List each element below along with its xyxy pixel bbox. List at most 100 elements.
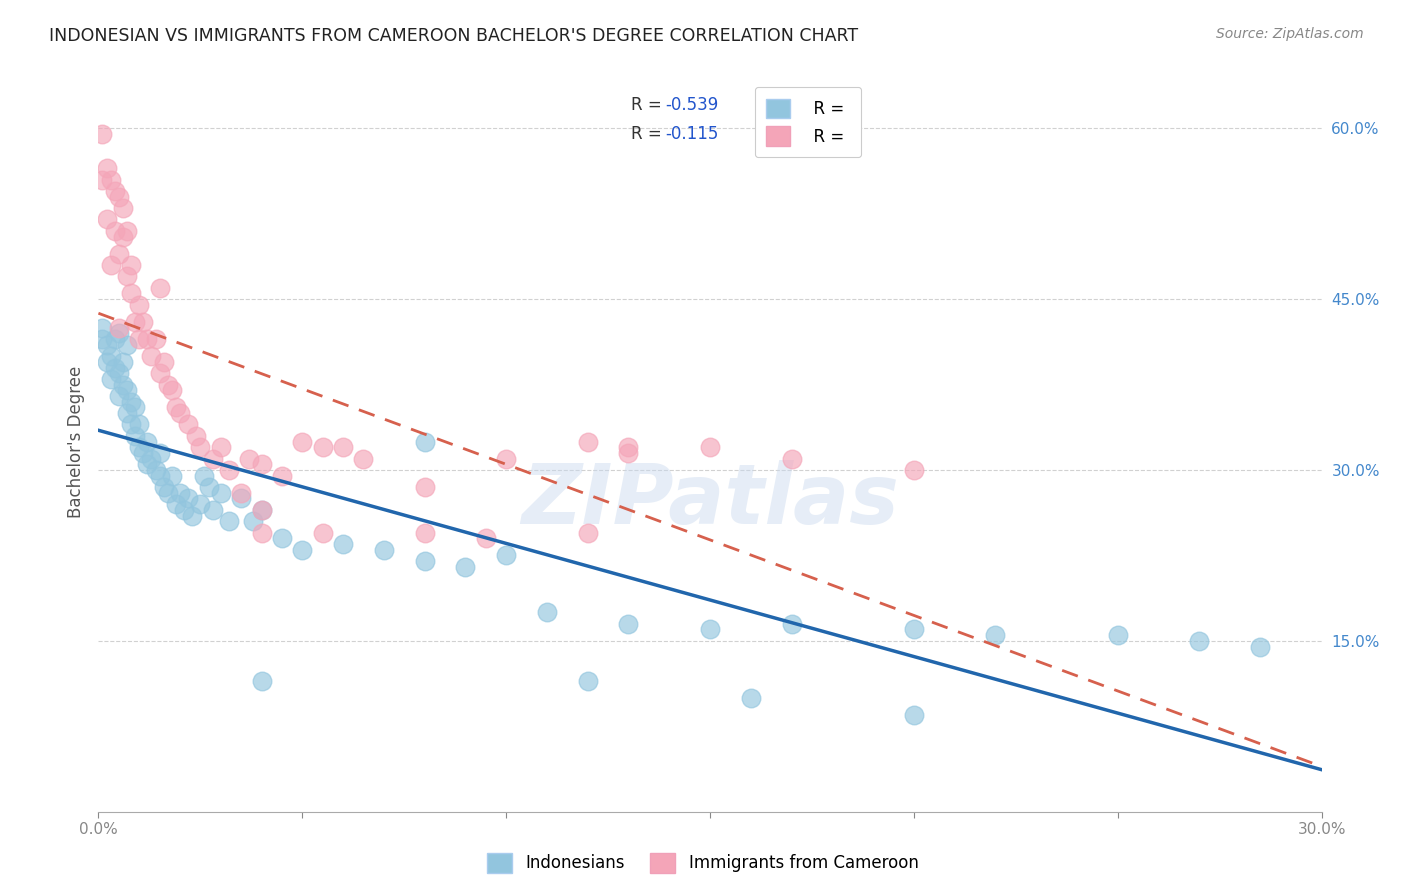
Point <box>160 468 183 483</box>
Point <box>536 606 558 620</box>
Point <box>91 127 114 141</box>
Point <box>128 332 150 346</box>
Point <box>250 458 273 472</box>
Point <box>91 320 114 334</box>
Point <box>108 389 131 403</box>
Point <box>104 332 127 346</box>
Point <box>141 451 163 466</box>
Point <box>903 623 925 637</box>
Point <box>699 623 721 637</box>
Point <box>115 269 138 284</box>
Point <box>495 549 517 563</box>
Text: R =: R = <box>630 125 666 144</box>
Point <box>160 384 183 398</box>
Point <box>149 281 172 295</box>
Y-axis label: Bachelor's Degree: Bachelor's Degree <box>66 366 84 517</box>
Point <box>149 366 172 380</box>
Point <box>413 554 436 568</box>
Point <box>108 189 131 203</box>
Point <box>780 616 803 631</box>
Point <box>115 224 138 238</box>
Point <box>177 417 200 432</box>
Point <box>91 332 114 346</box>
Point <box>576 525 599 540</box>
Point <box>188 440 212 454</box>
Text: R =: R = <box>630 95 666 113</box>
Point <box>231 485 253 500</box>
Point <box>617 446 640 460</box>
Point <box>120 417 142 432</box>
Point <box>291 434 314 449</box>
Point <box>100 349 122 363</box>
Point <box>136 434 159 449</box>
Point <box>132 315 155 329</box>
Point <box>474 532 498 546</box>
Text: INDONESIAN VS IMMIGRANTS FROM CAMEROON BACHELOR'S DEGREE CORRELATION CHART: INDONESIAN VS IMMIGRANTS FROM CAMEROON B… <box>49 27 858 45</box>
Point <box>111 355 134 369</box>
Text: -0.115: -0.115 <box>665 125 718 144</box>
Point <box>238 451 260 466</box>
Point <box>115 384 138 398</box>
Point <box>413 525 436 540</box>
Point <box>250 503 273 517</box>
Point <box>209 485 232 500</box>
Point <box>250 525 273 540</box>
Point <box>108 366 131 380</box>
Text: 67: 67 <box>808 95 830 113</box>
Point <box>128 417 150 432</box>
Point <box>201 451 224 466</box>
Point <box>1188 633 1211 648</box>
Point <box>124 315 146 329</box>
Point <box>145 332 167 346</box>
Point <box>152 355 174 369</box>
Point <box>413 434 436 449</box>
Point <box>332 440 354 454</box>
Point <box>352 451 374 466</box>
Point <box>231 491 253 506</box>
Point <box>124 401 146 415</box>
Point <box>124 429 146 443</box>
Point <box>984 628 1007 642</box>
Point <box>218 514 240 528</box>
Point <box>104 184 127 198</box>
Point <box>617 440 640 454</box>
Point <box>115 406 138 420</box>
Point <box>100 372 122 386</box>
Point <box>188 497 212 511</box>
Point <box>91 172 114 186</box>
Point <box>111 229 134 244</box>
Point <box>104 360 127 375</box>
Point <box>145 463 167 477</box>
Point <box>218 463 240 477</box>
Point <box>111 377 134 392</box>
Point <box>115 337 138 351</box>
Legend:   R = ,   R = : R = , R = <box>755 87 860 157</box>
Point <box>454 559 477 574</box>
Point <box>96 212 118 227</box>
Point <box>495 451 517 466</box>
Point <box>1249 640 1271 654</box>
Point <box>96 355 118 369</box>
Point <box>197 480 219 494</box>
Point <box>332 537 354 551</box>
Point <box>108 246 131 260</box>
Point <box>152 480 174 494</box>
Point <box>108 320 131 334</box>
Point <box>132 446 155 460</box>
Point <box>100 172 122 186</box>
Point <box>576 434 599 449</box>
Point <box>312 440 335 454</box>
Point <box>165 497 187 511</box>
Point <box>699 440 721 454</box>
Point <box>270 468 294 483</box>
Point <box>740 690 762 705</box>
Point <box>111 201 134 215</box>
Text: N =: N = <box>778 125 814 144</box>
Point <box>181 508 204 523</box>
Point <box>136 332 159 346</box>
Point <box>120 258 142 272</box>
Point <box>209 440 232 454</box>
Point <box>156 377 179 392</box>
Point <box>312 525 335 540</box>
Point <box>96 161 118 176</box>
